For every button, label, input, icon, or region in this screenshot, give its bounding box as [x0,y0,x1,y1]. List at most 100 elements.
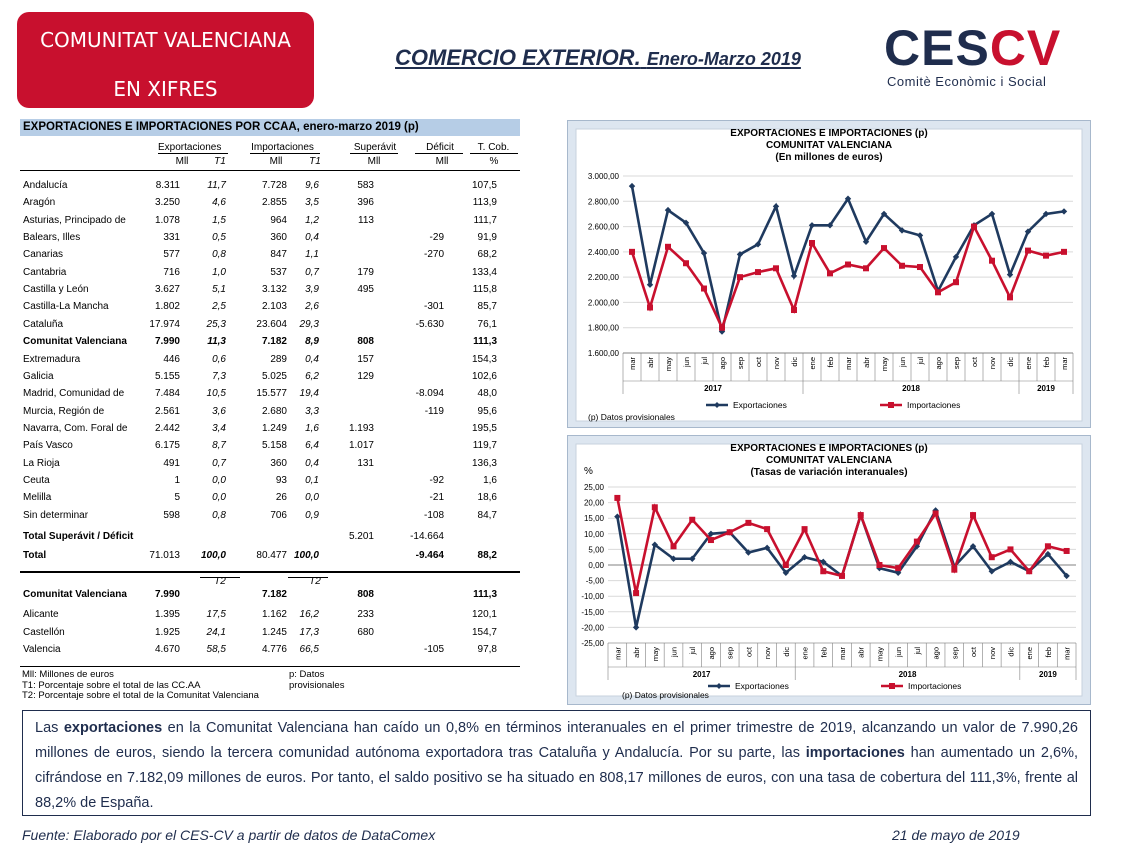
table-row: Navarra, Com. Foral de 2.442 3,4 1.249 1,6 1.… [20,421,520,437]
table-row: Extremadura 446 0,6 289 0,4 157 154,3 [20,352,520,368]
x-tick-label: feb [1044,647,1053,657]
chart-subtitle: COMUNITAT VALENCIANA [766,140,892,151]
cell-cob: 115,8 [472,284,497,296]
year-label: 2019 [1039,670,1057,679]
data-point [898,227,906,234]
row-label: Navarra, Com. Foral de [23,422,128,434]
page-title-main: COMERCIO EXTERIOR. [395,45,641,70]
page-title-period: Enero-Marzo 2019 [646,49,801,69]
cell-imp: 1.249 [261,422,287,434]
sub-header-cell: Mll [175,156,189,167]
data-point [726,529,733,536]
row-label: Ceuta [23,474,50,486]
data-point [670,555,677,562]
row-label: Total [23,550,47,561]
x-tick-label: mar [1060,357,1069,370]
data-point [881,245,887,252]
cell-exp: 6.175 [154,440,180,452]
badge-line-1: COMUNITAT VALENCIANA [40,28,291,52]
cell-imp-t: 0,7 [305,266,319,278]
data-point [820,568,827,575]
data-point [701,285,707,292]
cell-exp: 2.561 [154,405,180,417]
cell-exp-t: 0,8 [212,249,226,261]
cell-cob: 113,9 [472,197,497,209]
cell-def: -21 [429,492,444,504]
cell-cob: 85,7 [477,301,497,313]
cell-imp-t: 0,4 [305,457,319,469]
cell-cob: 154,7 [471,626,497,638]
year-label: 2018 [899,670,917,679]
data-point [1007,558,1014,566]
row-label: Valencia [23,644,61,655]
data-point [1063,547,1070,554]
legend-marker [889,683,895,689]
table-row: Madrid, Comunidad de 7.484 10,5 15.577 19,4 -… [20,386,520,402]
data-point [1043,252,1049,259]
cell-imp-t: 6,4 [305,440,319,452]
data-point [1024,228,1032,235]
cell-cob: 195,5 [471,422,497,434]
row-label: Balears, Illes [23,232,81,244]
year-label: 2019 [1037,384,1055,393]
data-point [1007,294,1013,301]
cell-imp-t: 1,2 [305,214,319,226]
note-mll: Mll: Millones de euros [22,669,114,680]
cell-exp-t: 17,5 [206,609,226,620]
summary-box: Las exportaciones en la Comunitat Valenc… [22,710,1091,816]
cell-imp: 7.182 [261,589,287,600]
sub-header-cell: Mll [435,156,449,167]
cell-imp: 289 [270,353,287,365]
row-label: País Vasco [23,440,73,452]
data-point [808,222,816,229]
chart-subtitle: COMUNITAT VALENCIANA [766,455,892,466]
row-label: Andalucía [23,180,68,191]
cell-def: -5.630 [415,318,444,330]
note-provisional: p: Datos provisionales [289,669,345,691]
cell-imp-t: 100,0 [293,550,319,561]
cell-exp: 1 [174,474,180,486]
y-tick-label: -20,00 [581,623,604,632]
cell-sup: 157 [357,353,374,365]
data-point [1061,248,1067,255]
table-rule [415,153,463,154]
x-tick-label: sep [736,357,745,369]
total-surplus-deficit-row: Total Superávit / Déficit 5.201 -14.664 [20,529,520,545]
data-point [916,232,924,239]
cell-exp-t: 0,6 [212,353,226,365]
x-tick-label: jul [916,357,925,366]
row-label: Comunitat Valenciana [23,336,127,348]
x-tick-label: oct [970,356,979,367]
data-point [1025,247,1031,254]
logo-subtitle: Comitè Econòmic i Social [887,74,1047,89]
cell-imp-t: 8,9 [305,336,319,348]
cell-imp: 26 [275,492,287,504]
table-row: Canarias 577 0,8 847 1,1 -270 68,2 [20,247,520,263]
cell-exp: 17.974 [149,318,180,330]
data-point [801,526,808,533]
badge-line-2: EN XIFRES [113,77,218,101]
x-tick-label: ene [808,357,817,370]
t2-label: T2 [214,576,226,587]
data-point [970,512,977,519]
cell-exp-t: 0,5 [212,232,226,244]
logo-wordmark: CESCV [884,20,1061,76]
x-tick-label: sep [726,647,735,659]
cell-exp: 446 [163,353,180,365]
data-point [826,222,834,229]
cell-def: -29 [429,232,444,244]
table-row: Comunitat Valenciana 7.990 11,3 7.182 8,9 808… [20,334,520,350]
cell-exp-t: 0,0 [212,474,226,486]
data-point [932,510,939,517]
x-tick-label: may [880,357,889,371]
cell-cob: 111,3 [473,589,497,600]
cell-imp-t: 2,6 [305,301,319,313]
logo-cv: CV [989,20,1062,76]
data-point [755,269,761,276]
row-label: La Rioja [23,457,60,469]
cell-exp: 5.155 [154,370,180,382]
x-tick-label: sep [950,647,959,659]
data-point [670,543,677,550]
group-header-cell: Superávit [353,142,397,153]
row-label: Alicante [23,609,59,620]
